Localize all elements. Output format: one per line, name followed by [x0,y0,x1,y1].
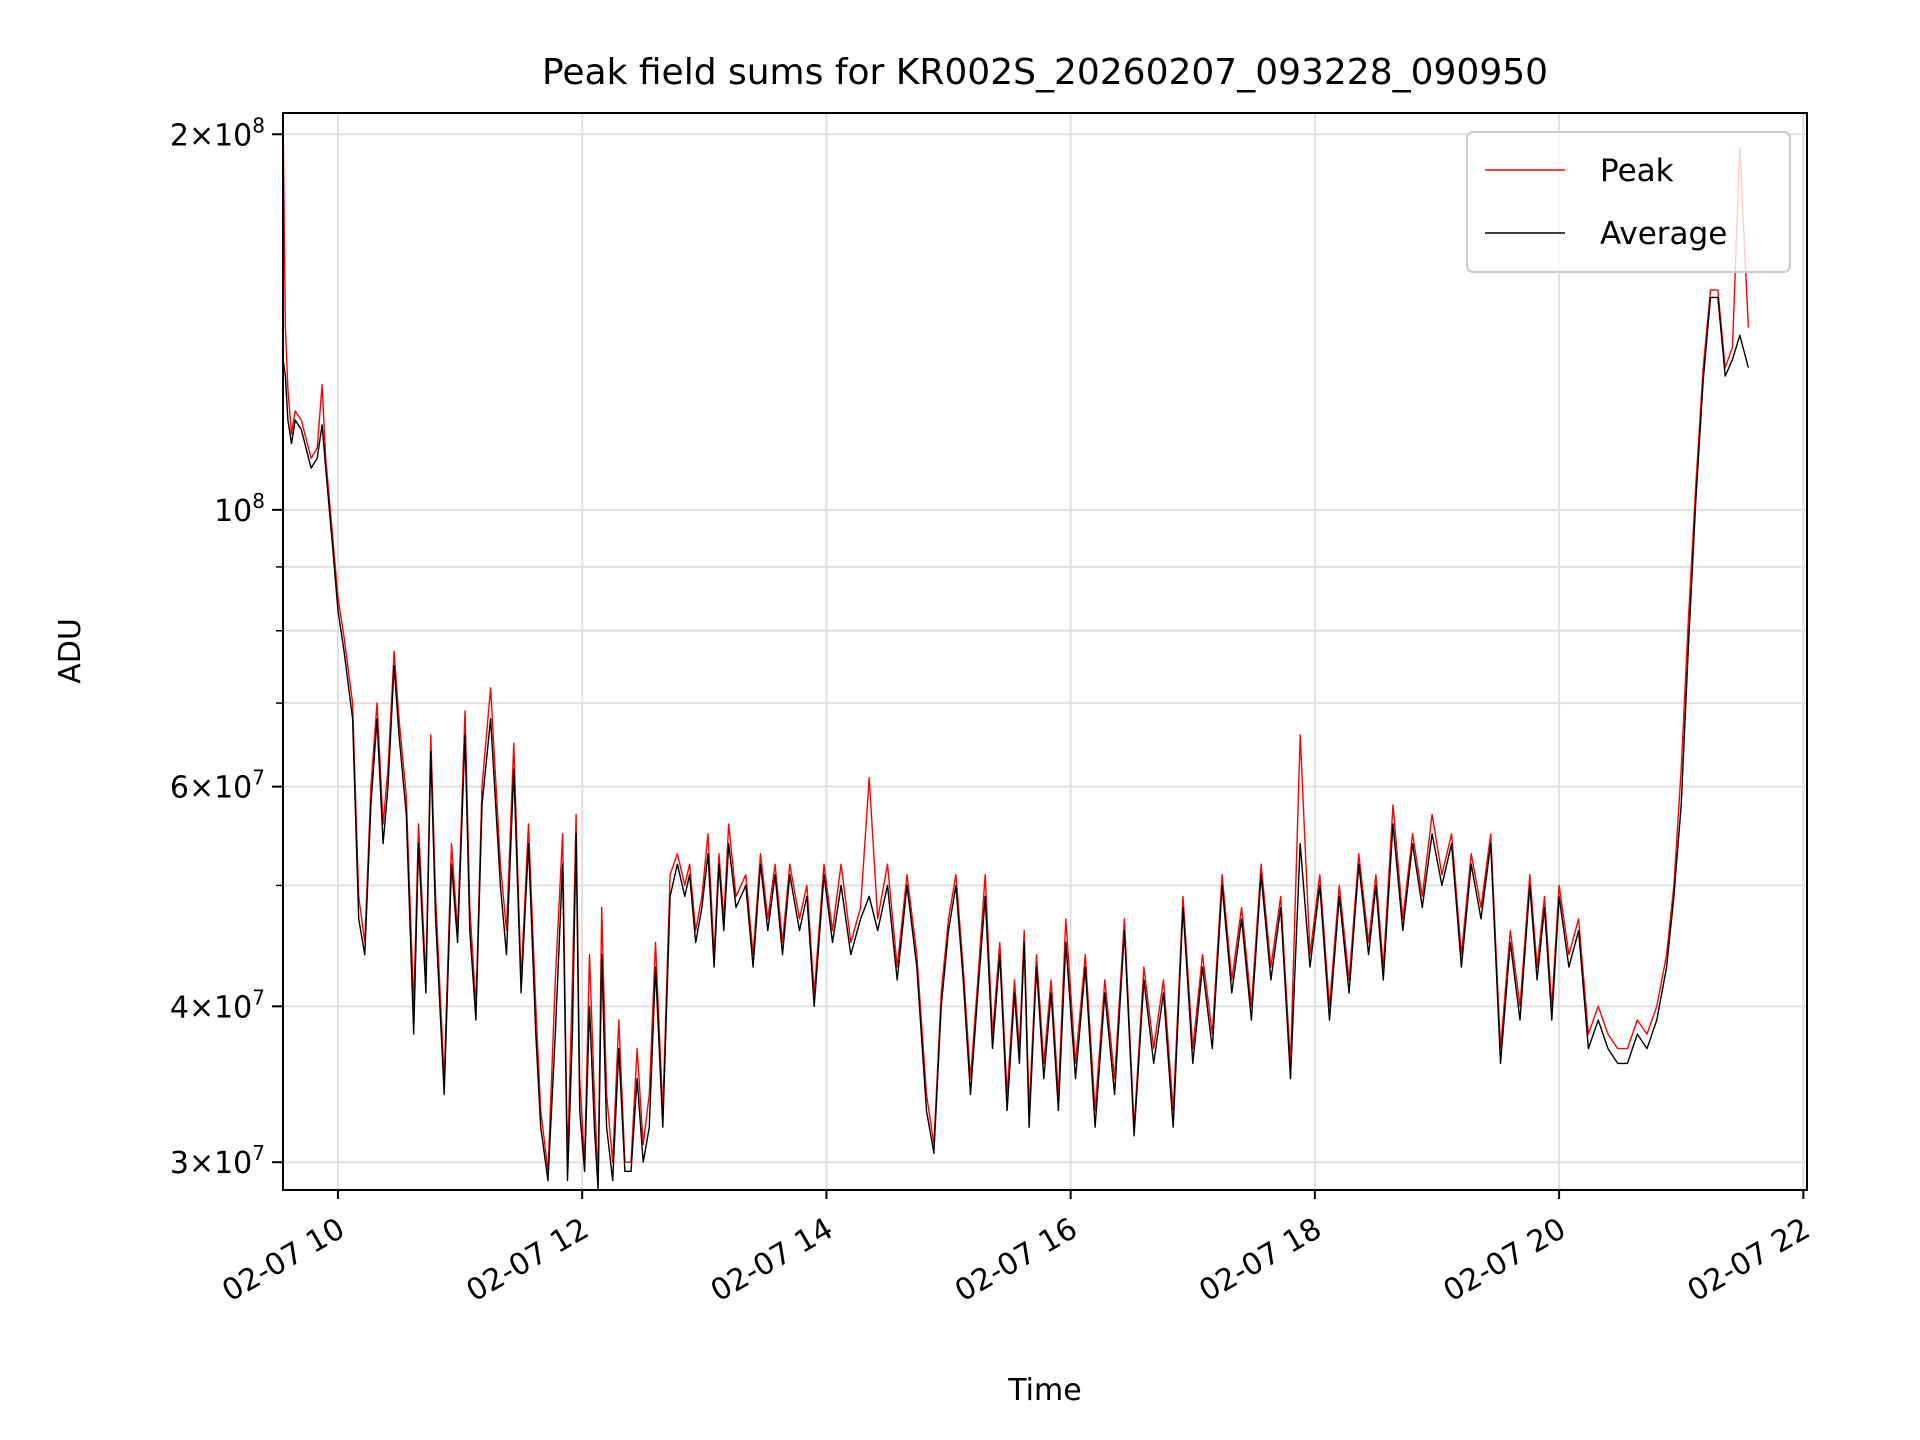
y-tick-label: 2×108 [170,113,265,153]
y-tick-label: 6×107 [170,766,265,806]
y-axis-label: ADU [53,618,88,684]
series-layer [282,112,1750,1191]
legend: Peak Average [1466,131,1791,273]
legend-peak-label: Peak [1600,153,1674,189]
y-tick-label: 3×107 [170,1141,265,1181]
y-minor-ticks [276,566,283,887]
legend-box [1466,131,1791,273]
chart-title: Peak field sums for KR002S_20260207_0932… [542,52,1548,93]
series-line-average [282,296,1750,1191]
plot-frame [282,112,1808,1191]
legend-average-label: Average [1600,216,1727,252]
y-axis: 2×108 108 6×107 4×107 3×107 [170,113,283,1181]
x-axis-label: Time [1007,1373,1081,1408]
y-tick-label: 108 [214,489,265,529]
y-tick-label: 4×107 [170,985,265,1025]
